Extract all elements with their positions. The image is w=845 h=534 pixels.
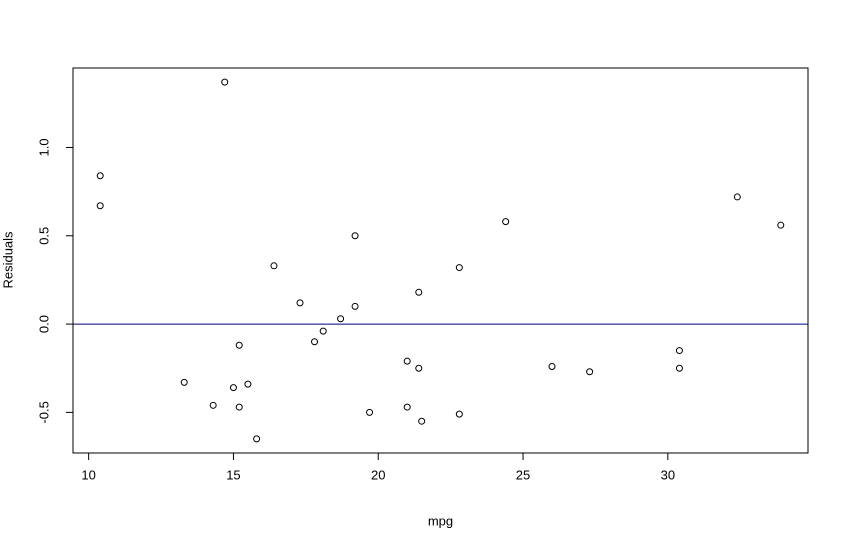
point xyxy=(311,338,319,346)
point xyxy=(229,384,237,392)
y-tick-label: -0.5 xyxy=(36,401,51,423)
y-tick-label: 0.0 xyxy=(36,315,51,333)
point xyxy=(270,262,278,270)
point xyxy=(455,264,463,272)
point xyxy=(403,403,411,411)
point xyxy=(733,193,741,201)
point xyxy=(253,435,261,443)
point xyxy=(675,347,683,355)
point xyxy=(586,368,594,376)
point xyxy=(96,172,104,180)
point xyxy=(244,380,252,388)
y-tick-label: 1.0 xyxy=(36,138,51,156)
point xyxy=(777,221,785,229)
point xyxy=(418,417,426,425)
point xyxy=(221,78,229,86)
point xyxy=(675,364,683,372)
plot-frame xyxy=(72,67,809,454)
y-axis-label: Residuals xyxy=(0,231,15,289)
x-axis-label: mpg xyxy=(428,513,453,528)
point xyxy=(96,202,104,210)
point xyxy=(319,327,327,335)
point xyxy=(235,341,243,349)
point xyxy=(548,362,556,370)
point xyxy=(209,401,217,409)
point xyxy=(415,288,423,296)
x-tick-label: 15 xyxy=(226,467,240,482)
point xyxy=(403,357,411,365)
point xyxy=(415,364,423,372)
point xyxy=(455,410,463,418)
y-tick-label: 0.5 xyxy=(36,227,51,245)
x-tick-label: 30 xyxy=(661,467,675,482)
x-tick-label: 10 xyxy=(81,467,95,482)
point xyxy=(351,302,359,310)
point xyxy=(366,408,374,416)
point xyxy=(502,218,510,226)
x-tick-label: 20 xyxy=(371,467,385,482)
point xyxy=(296,299,304,307)
point xyxy=(351,232,359,240)
x-tick-label: 25 xyxy=(516,467,530,482)
point xyxy=(337,315,345,323)
point xyxy=(235,403,243,411)
point xyxy=(180,378,188,386)
